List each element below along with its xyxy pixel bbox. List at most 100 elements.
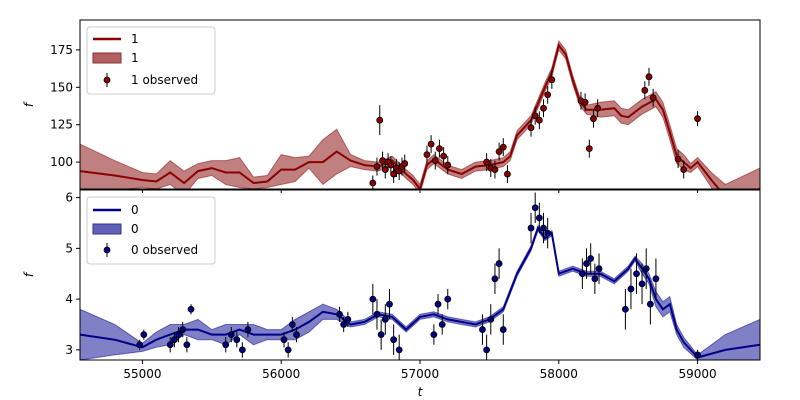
bottom-y-tick-label: 3: [65, 343, 73, 357]
x-tick-label: 58000: [540, 367, 578, 381]
top-observed-point: [431, 151, 439, 170]
bottom-observed-marker: [646, 300, 654, 308]
top-observed-marker: [431, 157, 439, 164]
top-observed-point: [548, 70, 556, 89]
top-y-axis-label: f: [22, 101, 36, 107]
bottom-observed-marker: [438, 321, 446, 328]
bottom-observed-point: [491, 263, 499, 295]
top-observed-marker: [548, 76, 556, 84]
bottom-observed-point: [595, 253, 603, 284]
bottom-observed-marker: [340, 321, 348, 328]
bottom-observed-point: [227, 327, 235, 343]
bottom-observed-marker: [179, 326, 187, 333]
top-y-tick-label: 150: [50, 80, 73, 94]
top-observed-point: [444, 156, 452, 175]
bottom-observed-marker: [187, 305, 195, 313]
top-observed-point: [401, 154, 409, 173]
top-y-tick-label: 175: [50, 43, 73, 57]
bottom-legend-marker-label: 0 observed: [131, 243, 198, 257]
bottom-observed-point: [583, 248, 590, 279]
bottom-legend-band-label: 0: [131, 222, 139, 236]
bottom-observed-marker: [369, 295, 377, 303]
bottom-legend-line-label: 0: [131, 203, 139, 217]
bottom-observed-marker: [434, 300, 442, 308]
bottom-observed-marker: [621, 305, 629, 313]
bottom-observed-point: [179, 321, 187, 338]
top-observed-point: [436, 139, 443, 158]
bottom-observed-marker: [238, 346, 246, 354]
bottom-observed-marker: [499, 326, 507, 333]
bottom-observed-marker: [583, 260, 590, 267]
top-observed-marker: [694, 115, 701, 123]
top-y-tick-label: 125: [50, 118, 73, 132]
bottom-observed-marker: [381, 316, 389, 323]
bottom-observed-point: [175, 327, 182, 343]
bottom-observed-marker: [222, 341, 230, 349]
bottom-observed-marker: [170, 336, 178, 344]
top-legend-marker-label: 1 observed: [131, 73, 198, 87]
bottom-observed-marker: [430, 331, 438, 339]
bottom-observed-point: [166, 337, 174, 353]
bottom-observed-point: [591, 263, 599, 295]
bottom-x-axis: 55000 56000 57000 58000 59000: [123, 360, 717, 381]
top-observed-point: [645, 67, 653, 86]
top-observed-marker: [680, 166, 688, 173]
bottom-observed-point: [187, 304, 195, 315]
top-observed-marker: [381, 166, 389, 173]
top-observed-point: [440, 147, 447, 166]
bottom-observed-point: [280, 332, 288, 348]
top-observed-point: [594, 99, 602, 118]
bottom-observed-point: [430, 324, 438, 345]
bottom-observed-point: [540, 212, 547, 244]
bottom-observed-point: [369, 283, 377, 315]
bottom-observed-point: [535, 202, 543, 234]
bottom-observed-marker: [373, 310, 381, 318]
top-observed-marker: [504, 170, 511, 178]
bottom-observed-marker: [390, 336, 398, 344]
top-observed-point: [585, 139, 593, 158]
bottom-observed-point: [233, 332, 241, 348]
top-observed-point: [376, 105, 384, 136]
top-observed-point: [680, 160, 688, 179]
top-observed-point: [427, 135, 435, 154]
bottom-observed-point: [694, 349, 701, 360]
bottom-observed-point: [652, 258, 660, 300]
bottom-observed-marker: [491, 275, 499, 283]
bottom-observed-point: [434, 294, 442, 315]
top-observed-marker: [369, 179, 377, 187]
bottom-observed-point: [284, 342, 292, 358]
bottom-observed-marker: [183, 341, 191, 349]
top-observed-marker: [444, 161, 452, 169]
top-observed-point: [649, 88, 657, 107]
bottom-y-tick-label: 4: [65, 292, 73, 306]
bottom-observed-marker: [544, 229, 552, 237]
bottom-observed-point: [479, 314, 486, 345]
bottom-observed-marker: [166, 341, 174, 349]
bottom-observed-point: [544, 217, 552, 249]
bottom-legend-band-swatch: [92, 223, 122, 235]
top-observed-marker: [590, 115, 597, 123]
top-observed-marker: [645, 73, 653, 81]
bottom-observed-marker: [336, 310, 343, 318]
top-observed-marker: [540, 104, 547, 112]
bottom-y-tick-label: 5: [65, 241, 73, 255]
bottom-observed-marker: [627, 285, 635, 293]
bottom-observed-marker: [395, 346, 403, 354]
bottom-observed-point: [373, 299, 381, 330]
bottom-observed-marker: [244, 326, 252, 333]
bottom-observed-point: [646, 283, 654, 325]
bottom-observed-marker: [344, 316, 352, 323]
bottom-observed-marker: [540, 224, 547, 232]
bottom-observed-point: [140, 329, 148, 340]
top-observed-marker: [440, 152, 447, 160]
bottom-observed-point: [638, 263, 646, 305]
bottom-observed-point: [495, 248, 503, 279]
top-observed-point: [535, 111, 543, 130]
bottom-observed-marker: [293, 331, 300, 339]
top-confidence-band: [80, 39, 760, 189]
top-observed-point: [590, 109, 597, 128]
top-observed-marker: [544, 91, 552, 99]
bottom-legend-box: [86, 196, 216, 265]
top-legend-line-label: 1: [131, 32, 139, 46]
bottom-observed-marker: [652, 275, 660, 283]
